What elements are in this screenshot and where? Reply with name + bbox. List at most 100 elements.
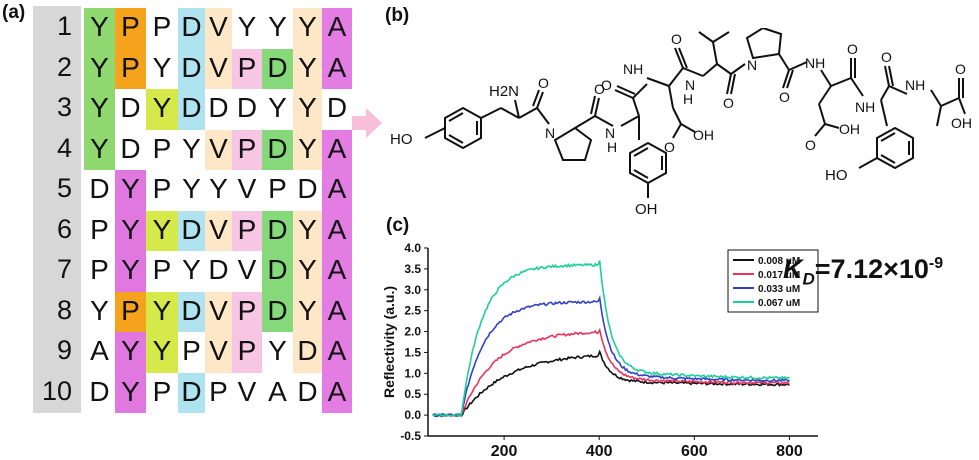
residue-letter: V <box>209 132 228 164</box>
residue-letter: Y <box>121 173 140 204</box>
residue-highlight <box>115 332 146 413</box>
residue-letter: P <box>152 132 172 164</box>
sequence-number: 7 <box>56 254 72 284</box>
residue-letter: Y <box>268 335 287 366</box>
residue-letter: Y <box>268 11 287 42</box>
residue-highlight <box>232 291 262 332</box>
residue-highlight <box>262 210 293 332</box>
residue-letter: Y <box>298 51 317 83</box>
series-line <box>432 294 791 418</box>
residue-letter: A <box>327 11 347 42</box>
residue-highlight <box>322 129 352 413</box>
y-tick-label: 3.0 <box>404 283 421 297</box>
residue-letter: A <box>327 173 347 204</box>
residue-letter: A <box>327 51 347 83</box>
residue-letter: D <box>120 132 141 164</box>
kd-value: KD=7.12×10-9 <box>783 254 943 289</box>
residue-letter: Y <box>90 11 109 42</box>
residue-letter: Y <box>90 92 109 123</box>
residue-letter: A <box>327 132 347 164</box>
residue-highlight <box>293 210 322 251</box>
residue-highlight <box>205 332 232 373</box>
right-arrow-icon <box>352 108 382 138</box>
sequence-number: 5 <box>56 173 72 203</box>
residue-letter: Y <box>298 11 317 42</box>
residue-letter: A <box>327 254 347 285</box>
residue-letter: D <box>267 213 288 245</box>
legend-entry: 0.008 uM <box>758 256 800 267</box>
residue-letter: Y <box>298 294 317 326</box>
residue-highlight <box>205 129 232 170</box>
residue-highlight <box>178 372 205 413</box>
y-tick-label: 4.0 <box>404 241 421 255</box>
y-axis-label: Reflectivity (a.u.) <box>381 286 397 398</box>
legend-entry: 0.017 uM <box>758 270 800 281</box>
residue-highlight <box>146 332 178 373</box>
residue-highlight <box>293 8 322 170</box>
residue-letter: P <box>121 51 140 83</box>
residue-letter: D <box>236 92 258 123</box>
residue-letter: P <box>237 294 257 326</box>
residue-highlight <box>115 291 146 332</box>
residue-letter: Y <box>152 335 172 366</box>
residue-letter: P <box>90 254 109 285</box>
h-label: H <box>607 139 617 155</box>
residue-highlight <box>178 210 205 251</box>
o-label: O <box>955 61 966 77</box>
nh-label: NH <box>805 55 825 71</box>
x-tick-label: 600 <box>681 443 708 458</box>
residue-letter: V <box>209 51 228 83</box>
o-label: O <box>779 89 790 105</box>
residue-letter: D <box>267 294 288 326</box>
series-line <box>432 349 790 418</box>
residue-letter: A <box>327 213 347 245</box>
residue-letter: D <box>297 173 318 204</box>
residue-letter: Y <box>152 92 172 123</box>
residue-letter: V <box>209 335 228 366</box>
residue-letter: V <box>237 375 257 407</box>
residue-letter: D <box>208 92 229 123</box>
residue-letter: P <box>90 213 109 245</box>
oh-tyr2-label: OH <box>635 201 658 218</box>
residue-letter: D <box>267 51 288 83</box>
residue-highlight <box>178 291 205 332</box>
residue-letter: D <box>267 132 288 164</box>
residue-letter: P <box>268 173 287 204</box>
residue-letter: D <box>120 92 141 123</box>
residue-highlight <box>146 210 178 251</box>
residue-letter: Y <box>121 375 140 407</box>
residue-highlight <box>262 129 293 170</box>
sequence-number: 4 <box>56 132 72 163</box>
o-label: O <box>805 137 816 153</box>
residue-letter: D <box>181 213 202 245</box>
oh-cterm-label: OH <box>951 115 972 131</box>
sequence-number: 9 <box>56 335 72 365</box>
x-tick-label: 800 <box>776 443 803 458</box>
panel-a-label: (a) <box>2 2 26 23</box>
residue-letter: Y <box>90 132 109 164</box>
residue-letter: V <box>209 11 228 42</box>
residue-letter: P <box>121 294 140 326</box>
tyr2-ring <box>629 141 667 185</box>
h2n-label: H2N <box>489 83 519 100</box>
residue-letter: D <box>208 254 229 285</box>
residue-highlight <box>115 251 146 292</box>
y-tick-label: 2.5 <box>404 304 421 318</box>
binding-kinetics-chart: -0.5 0.0 0.5 1.0 1.5 2.0 2.5 3.0 3.5 4.0 200 400 600… <box>381 241 819 458</box>
residue-letter: Y <box>298 213 317 245</box>
residue-highlight <box>205 291 232 332</box>
o-label: O <box>847 41 858 57</box>
residue-letter: D <box>181 92 202 123</box>
sequence-number: 8 <box>56 294 72 325</box>
row-number-column <box>33 6 81 413</box>
nh-label: NH <box>905 77 925 93</box>
residue-letter: P <box>237 335 257 366</box>
residue-letter: P <box>237 213 257 245</box>
nh-label: NH <box>623 61 643 77</box>
o-label: O <box>664 139 675 155</box>
nh-label: NH <box>855 99 875 115</box>
legend-entry: 0.067 uM <box>758 298 800 309</box>
residue-letter: D <box>297 375 318 407</box>
residue-letter: P <box>237 132 257 164</box>
residue-letter: V <box>209 213 228 245</box>
